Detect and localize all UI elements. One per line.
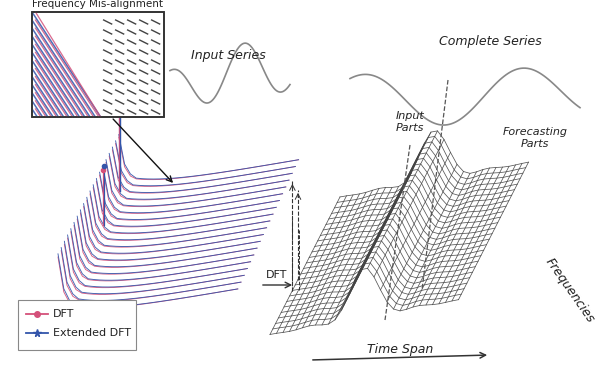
- Text: Extended DFT: Extended DFT: [53, 328, 131, 338]
- Text: DFT: DFT: [53, 309, 75, 319]
- Text: Input
Parts: Input Parts: [395, 111, 424, 133]
- Text: Time Span: Time Span: [367, 344, 433, 356]
- Bar: [32, 12, 164, 117]
- Text: Complete Series: Complete Series: [439, 35, 541, 49]
- Text: Frequency Mis-alignment: Frequency Mis-alignment: [33, 0, 163, 9]
- Text: Frequencies: Frequencies: [543, 255, 597, 325]
- Bar: [32, 12, 164, 117]
- Text: Input Series: Input Series: [190, 49, 265, 62]
- Text: Forecasting
Parts: Forecasting Parts: [503, 127, 567, 149]
- Bar: [18, 300, 136, 350]
- Text: DFT: DFT: [266, 270, 288, 280]
